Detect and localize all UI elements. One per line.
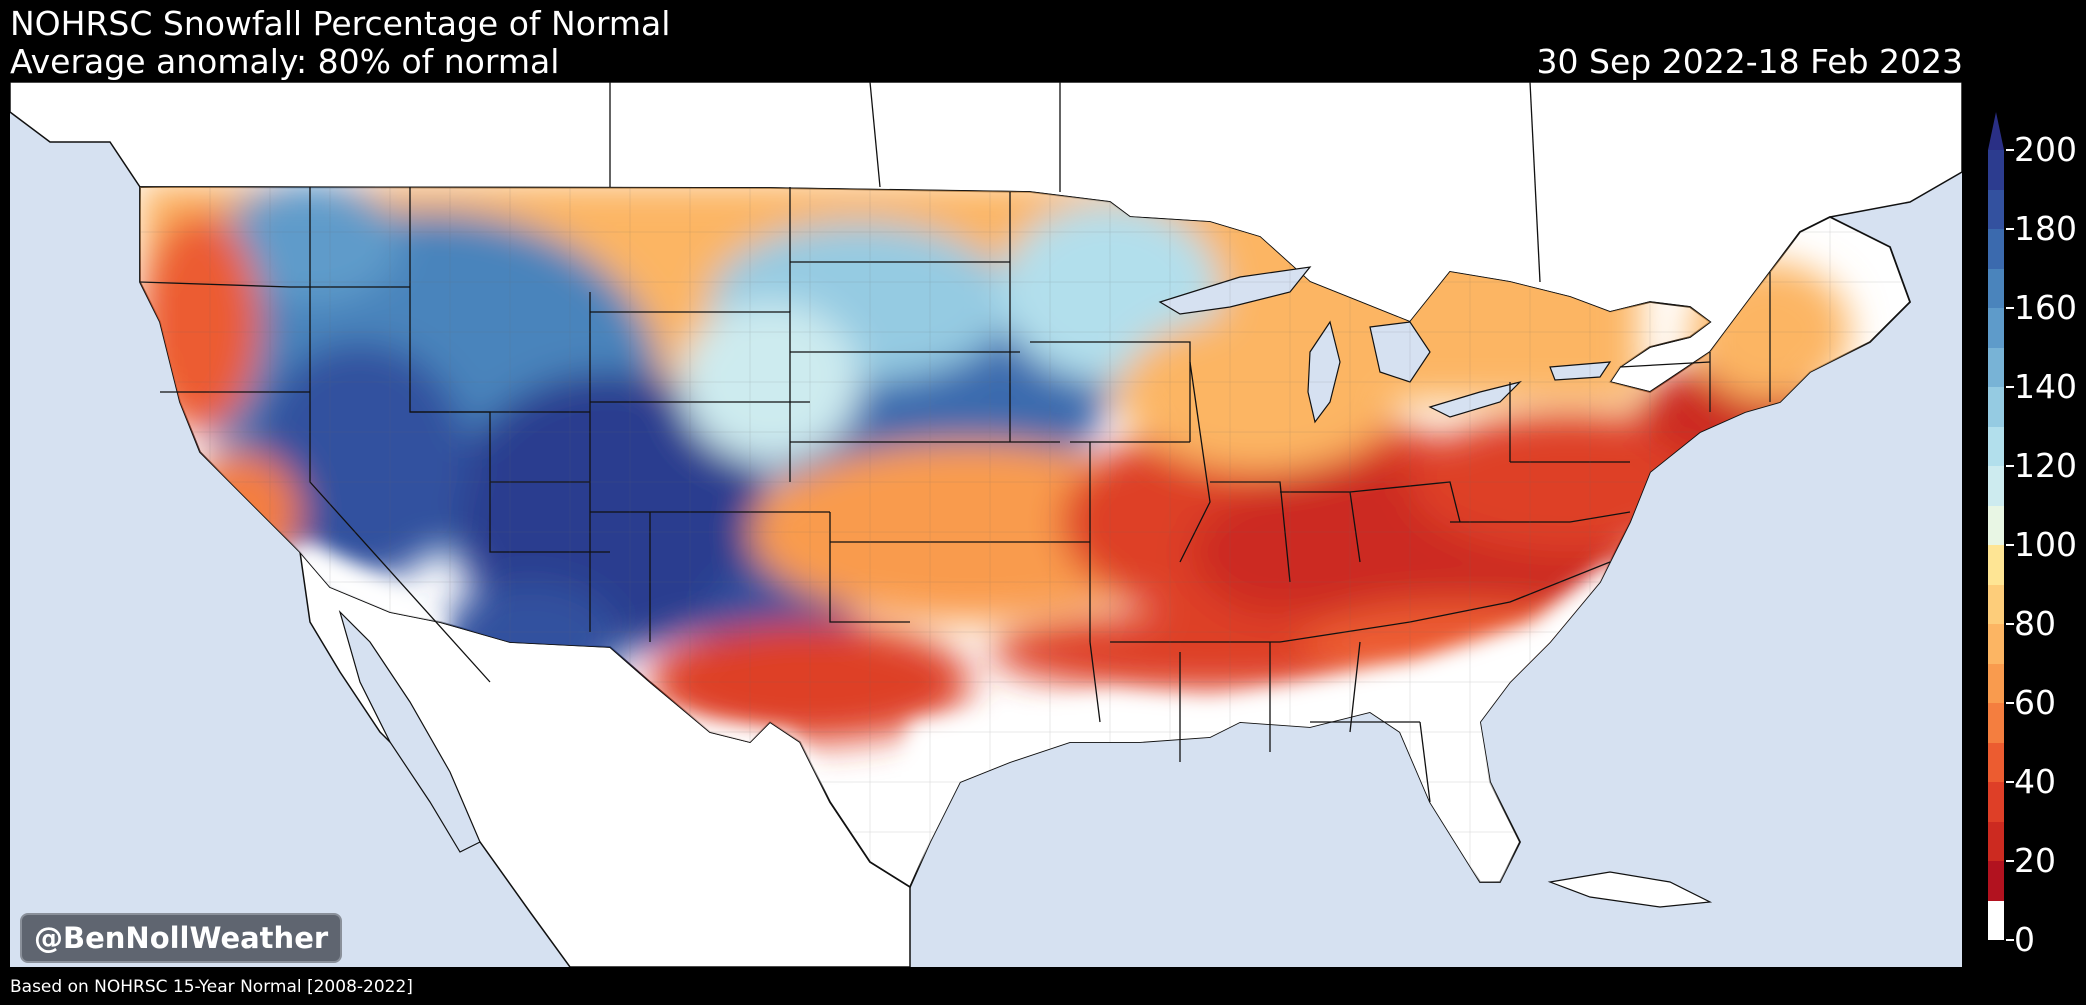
lake-superior: [1158, 266, 1312, 315]
colorbar-segment: [1988, 466, 2004, 506]
colorbar-tick: [2006, 702, 2014, 704]
colorbar-tick-label: 180: [2014, 209, 2077, 248]
colorbar-segment: [1988, 229, 2004, 269]
colorbar-segment: [1988, 308, 2004, 348]
map-canvas: [10, 82, 1962, 967]
colorbar-tick: [2006, 939, 2014, 941]
map-title: NOHRSC Snowfall Percentage of Normal: [10, 4, 671, 43]
colorbar-tick-label: 200: [2014, 130, 2077, 169]
colorbar-segment: [1988, 505, 2004, 545]
colorbar-tick: [2006, 465, 2014, 467]
colorbar-segment: [1988, 663, 2004, 703]
watermark-badge: @BenNollWeather: [20, 913, 343, 963]
gulf-of-california: [338, 609, 481, 853]
colorbar-segment: [1988, 861, 2004, 901]
date-range-label: 30 Sep 2022-18 Feb 2023: [1536, 42, 1963, 81]
province-boundaries: [609, 82, 1541, 283]
lake-ontario: [1549, 361, 1612, 381]
colorbar-segment: [1988, 821, 2004, 861]
colorbar-segment: [1988, 624, 2004, 664]
colorbar-tick-label: 60: [2014, 683, 2056, 722]
county-lines: [140, 187, 1910, 887]
colorbar-segment: [1988, 347, 2004, 387]
colorbar-segment: [1988, 584, 2004, 624]
colorbar-tick-label: 40: [2014, 762, 2056, 801]
colorbar-segment: [1988, 268, 2004, 308]
cuba-island: [1547, 871, 1713, 908]
colorbar-extend-arrow: [1988, 112, 2004, 150]
colorbar-tick-label: 0: [2014, 920, 2035, 959]
normal-basis-footnote: Based on NOHRSC 15-Year Normal [2008-202…: [10, 977, 413, 997]
colorbar-segment: [1988, 782, 2004, 822]
colorbar-segment: [1988, 189, 2004, 229]
lake-michigan: [1307, 320, 1341, 424]
colorbar-tick-label: 160: [2014, 288, 2077, 327]
colorbar-segment: [1988, 900, 2004, 940]
colorbar-segment: [1988, 703, 2004, 743]
colorbar-tick-label: 80: [2014, 604, 2056, 643]
colorbar-tick: [2006, 307, 2014, 309]
colorbar-segment: [1988, 545, 2004, 585]
colorbar: [1988, 112, 2004, 940]
colorbar-tick: [2006, 386, 2014, 388]
colorbar-segment: [1988, 742, 2004, 782]
colorbar-tick: [2006, 623, 2014, 625]
colorbar-tick: [2006, 781, 2014, 783]
colorbar-tick: [2006, 228, 2014, 230]
colorbar-tick-label: 100: [2014, 525, 2077, 564]
average-anomaly-label: Average anomaly: 80% of normal: [10, 42, 560, 81]
colorbar-tick-label: 120: [2014, 446, 2077, 485]
colorbar-tick-label: 140: [2014, 367, 2077, 406]
lake-huron: [1369, 321, 1431, 383]
snowfall-map: [10, 82, 1962, 967]
colorbar-tick-label: 20: [2014, 841, 2056, 880]
colorbar-tick: [2006, 860, 2014, 862]
colorbar-segment: [1988, 387, 2004, 427]
colorbar-segment: [1988, 426, 2004, 466]
great-lakes: [1158, 266, 1612, 424]
colorbar-segment: [1988, 150, 2004, 190]
state-boundaries: [139, 187, 1771, 803]
colorbar-tick: [2006, 544, 2014, 546]
colorbar-tick: [2006, 149, 2014, 151]
